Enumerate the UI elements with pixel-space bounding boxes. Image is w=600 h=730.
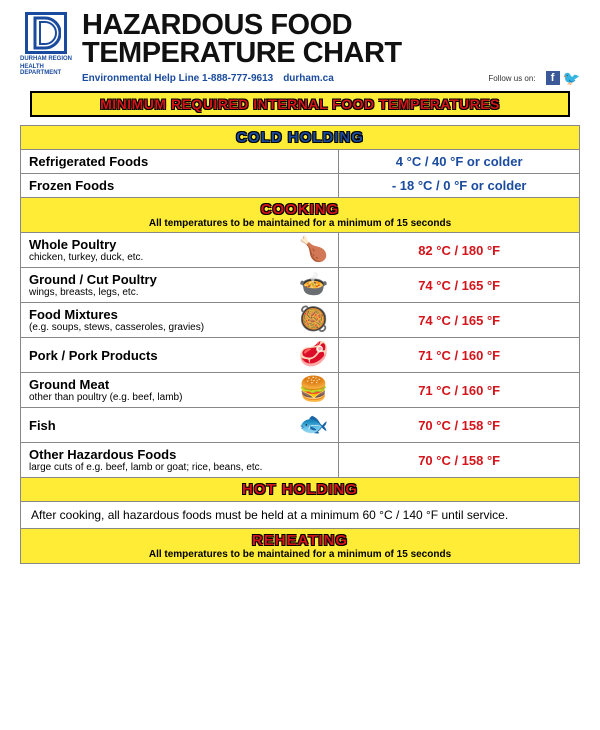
reheat-subtitle: All temperatures to be maintained for a … — [21, 549, 579, 560]
fish-icon: 🐟 — [294, 410, 334, 440]
food-name: Whole Poultry — [29, 237, 281, 252]
temp-value: 74 °C / 165 °F — [339, 268, 580, 303]
temperature-table: COLD HOLDING Refrigerated Foods 4 °C / 4… — [20, 125, 580, 564]
temp-value: 71 °C / 160 °F — [339, 373, 580, 408]
temp-value: 70 °C / 158 °F — [339, 443, 580, 478]
social-icons: f 🐦 — [546, 71, 580, 85]
food-desc: large cuts of e.g. beef, lamb or goat; r… — [29, 462, 281, 473]
logo-region-text: DURHAM REGION — [20, 56, 72, 63]
temp-value: 71 °C / 160 °F — [339, 338, 580, 373]
food-name: Other Hazardous Foods — [29, 447, 281, 462]
food-name: Food Mixtures — [29, 307, 281, 322]
poultry-icon: 🍗 — [294, 235, 334, 265]
food-desc: other than poultry (e.g. beef, lamb) — [29, 392, 281, 403]
burger-icon: 🍔 — [294, 375, 334, 405]
temp-value: 82 °C / 180 °F — [339, 233, 580, 268]
reheat-title: REHEATING — [21, 532, 579, 549]
table-row: Food Mixtures(e.g. soups, stews, cassero… — [21, 303, 580, 338]
logo-block: DURHAM REGION HEALTH DEPARTMENT — [20, 12, 72, 76]
food-name: Ground / Cut Poultry — [29, 272, 281, 287]
hot-holding-text: After cooking, all hazardous foods must … — [21, 502, 580, 529]
table-row: Ground Meatother than poultry (e.g. beef… — [21, 373, 580, 408]
table-row: Whole Poultrychicken, turkey, duck, etc.… — [21, 233, 580, 268]
cooking-title: COOKING — [21, 201, 579, 218]
food-desc: (e.g. soups, stews, casseroles, gravies) — [29, 322, 281, 333]
table-row: Ground / Cut Poultrywings, breasts, legs… — [21, 268, 580, 303]
banner: MINIMUM REQUIRED INTERNAL FOOD TEMPERATU… — [30, 91, 570, 117]
main-title-line2: TEMPERATURE CHART — [82, 40, 580, 68]
hot-title: HOT HOLDING — [242, 481, 358, 498]
table-row: Other Hazardous Foodslarge cuts of e.g. … — [21, 443, 580, 478]
table-row: Refrigerated Foods 4 °C / 40 °F or colde… — [21, 150, 580, 174]
pork-icon: 🥩 — [294, 340, 334, 370]
cooking-subtitle: All temperatures to be maintained for a … — [21, 218, 579, 229]
follow-text: Follow us on: — [488, 74, 535, 83]
food-name: Ground Meat — [29, 377, 281, 392]
website-text: durham.ca — [283, 73, 334, 84]
title-block: HAZARDOUS FOOD TEMPERATURE CHART Environ… — [82, 12, 580, 85]
hot-section-header: HOT HOLDING — [21, 478, 580, 502]
twitter-icon[interactable]: 🐦 — [563, 71, 580, 85]
logo-dept-text: HEALTH DEPARTMENT — [20, 64, 72, 76]
sub-header: Environmental Help Line 1-888-777-9613 d… — [82, 71, 580, 85]
temp-value: 74 °C / 165 °F — [339, 303, 580, 338]
food-desc: chicken, turkey, duck, etc. — [29, 252, 281, 263]
food-name: Fish — [29, 418, 281, 433]
reheat-section-header: REHEATING All temperatures to be maintai… — [21, 529, 580, 564]
helpline-text: Environmental Help Line 1-888-777-9613 — [82, 73, 273, 84]
temp-value: - 18 °C / 0 °F or colder — [339, 174, 580, 198]
food-desc: wings, breasts, legs, etc. — [29, 287, 281, 298]
food-name: Refrigerated Foods — [29, 154, 148, 169]
table-row: Frozen Foods - 18 °C / 0 °F or colder — [21, 174, 580, 198]
cold-title: COLD HOLDING — [236, 129, 364, 146]
durham-logo-icon — [25, 12, 67, 54]
table-row: Fish 🐟 70 °C / 158 °F — [21, 408, 580, 443]
table-row: Pork / Pork Products 🥩 71 °C / 160 °F — [21, 338, 580, 373]
facebook-icon[interactable]: f — [546, 71, 560, 85]
bowl-icon: 🍲 — [294, 270, 334, 300]
cold-section-header: COLD HOLDING — [21, 126, 580, 150]
food-name: Pork / Pork Products — [29, 348, 281, 363]
header-block: DURHAM REGION HEALTH DEPARTMENT HAZARDOU… — [20, 12, 580, 85]
banner-text: MINIMUM REQUIRED INTERNAL FOOD TEMPERATU… — [100, 96, 500, 112]
casserole-icon: 🥘 — [294, 305, 334, 335]
temp-value: 70 °C / 158 °F — [339, 408, 580, 443]
temp-value: 4 °C / 40 °F or colder — [339, 150, 580, 174]
food-name: Frozen Foods — [29, 178, 114, 193]
main-title-line1: HAZARDOUS FOOD — [82, 12, 580, 40]
cooking-section-header: COOKING All temperatures to be maintaine… — [21, 198, 580, 233]
